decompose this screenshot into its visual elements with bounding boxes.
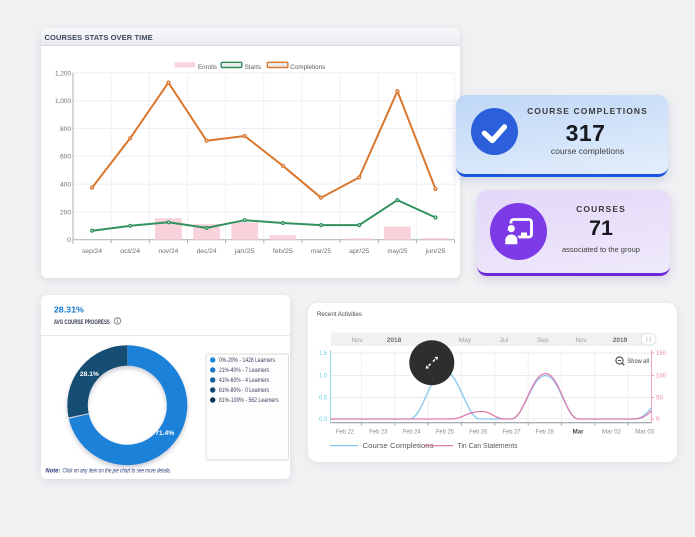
svg-text:1,200: 1,200 [55,70,71,77]
svg-text:Feb 22: Feb 22 [336,429,354,436]
svg-text:200: 200 [60,209,71,216]
svg-text:71.4%: 71.4% [155,430,174,437]
svg-text:Mar: Mar [573,429,584,436]
svg-text:Starts: Starts [245,64,262,71]
svg-text:28.31%: 28.31% [54,305,84,315]
svg-text:0: 0 [67,237,71,244]
svg-text:Completions: Completions [290,64,326,71]
svg-text:mar/25: mar/25 [311,248,331,255]
svg-text:Course Completions: Course Completions [363,443,435,450]
svg-text:2018: 2018 [387,337,402,344]
svg-text:Note:Click on any item on the: Note: Click on any item on the pie chart … [45,468,171,475]
svg-text:100: 100 [656,373,666,380]
svg-text:Show all: Show all [628,358,650,365]
svg-text:Feb 24: Feb 24 [403,429,421,436]
svg-text:21%-40% - 7 Learners: 21%-40% - 7 Learners [219,367,269,374]
svg-text:May: May [459,337,472,344]
svg-text:1,000: 1,000 [55,98,71,105]
svg-text:41%-60% - 4 Learners: 41%-60% - 4 Learners [219,377,269,384]
svg-text:400: 400 [60,182,71,189]
svg-text:may/25: may/25 [387,248,407,255]
svg-text:Feb 23: Feb 23 [369,429,387,436]
svg-text:Feb 28: Feb 28 [536,429,554,436]
svg-text:28.1%: 28.1% [80,371,99,378]
svg-text:apr/25: apr/25 [349,248,369,255]
svg-text:2019: 2019 [613,337,628,344]
svg-text:jan/25: jan/25 [234,248,255,255]
svg-text:1.0: 1.0 [319,373,327,380]
svg-text:600: 600 [60,154,71,161]
svg-text:1.5: 1.5 [319,350,327,357]
svg-text:AVG COURSE PROGRESS: AVG COURSE PROGRESS [54,319,110,326]
svg-text:jun/25: jun/25 [424,248,445,255]
svg-text:0%-20% - 1428 Learners: 0%-20% - 1428 Learners [219,357,275,364]
svg-text:0: 0 [656,416,660,423]
svg-text:feb/25: feb/25 [273,248,293,255]
svg-text:Feb 25: Feb 25 [436,429,454,436]
svg-text:oct/24: oct/24 [120,248,140,255]
svg-text:50: 50 [656,395,663,402]
svg-text:Nov: Nov [352,337,364,344]
svg-text:Sep: Sep [537,337,549,344]
svg-text:sep/24: sep/24 [82,248,102,255]
svg-text:Mar 02: Mar 02 [602,429,621,436]
svg-text:Jul: Jul [500,337,510,344]
svg-text:150: 150 [656,350,666,357]
svg-text:81%-100% - 562 Learners: 81%-100% - 562 Learners [219,397,279,404]
svg-text:Feb 26: Feb 26 [469,429,487,436]
svg-text:Enrolls: Enrolls [198,64,218,71]
svg-text:Nov: Nov [576,337,588,344]
svg-text:0.0: 0.0 [319,416,327,423]
svg-text:61%-80% - 0 Learners: 61%-80% - 0 Learners [219,387,269,394]
svg-text:Feb 27: Feb 27 [503,429,521,436]
svg-text:0.5: 0.5 [319,395,327,402]
svg-text:nov/24: nov/24 [158,248,178,255]
svg-text:Mar 03: Mar 03 [635,429,654,436]
svg-text:dec/24: dec/24 [197,248,217,255]
svg-text:Tin Can Statements: Tin Can Statements [458,443,518,450]
svg-text:Recent Activities: Recent Activities [317,311,363,318]
svg-text:800: 800 [60,126,71,133]
